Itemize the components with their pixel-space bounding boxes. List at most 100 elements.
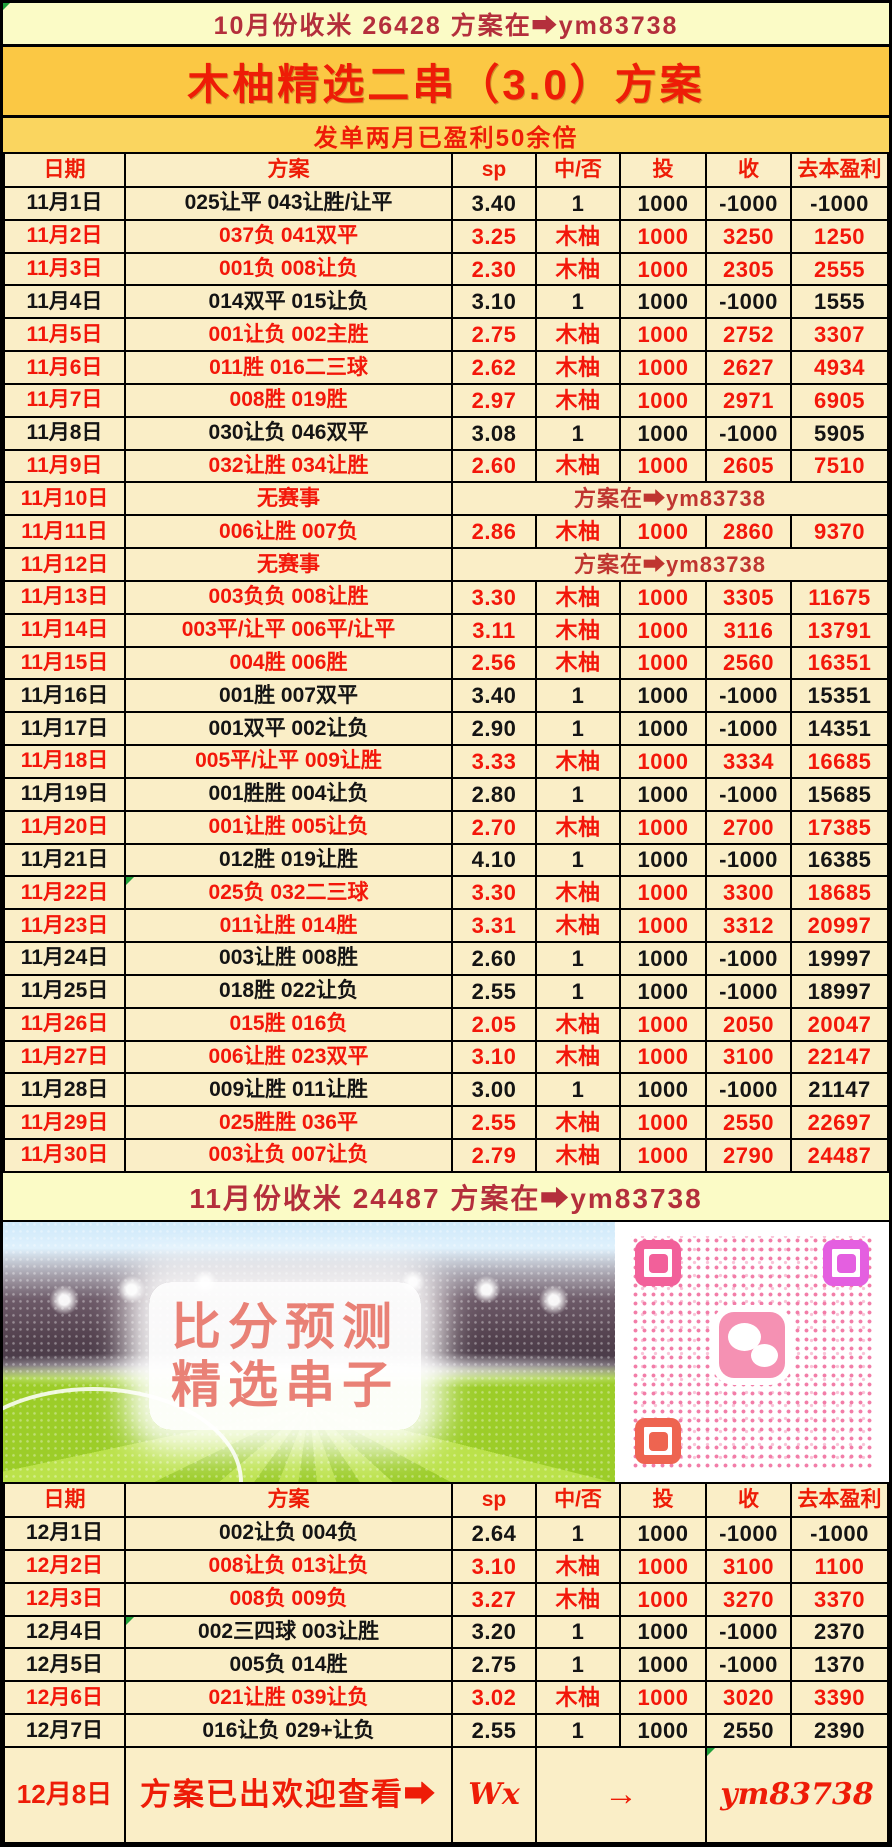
plan-cell: 015胜 016负 <box>124 1006 453 1042</box>
sp-cell: 2.79 <box>451 1138 537 1173</box>
sp-cell: 2.86 <box>451 514 537 550</box>
sp-cell: 2.30 <box>451 251 537 287</box>
stake-cell: 1000 <box>619 186 707 221</box>
hit-cell: 1 <box>535 1516 621 1551</box>
column-header-5: 收 <box>705 152 792 188</box>
column-header-0: 日期 <box>3 1482 126 1518</box>
table-row: 11月15日 004胜 006胜 2.56 木柚 1000 2560 16351 <box>3 645 889 681</box>
table-row: 11月30日 003让负 007让负 2.79 木柚 1000 2790 24487 <box>3 1138 889 1173</box>
table-row: 11月29日 025胜胜 036平 2.55 木柚 1000 2550 22697 <box>3 1105 889 1141</box>
plan-link-cell: 方案在➡ym83738 <box>451 481 889 517</box>
sp-cell: 3.11 <box>451 612 537 648</box>
plan-cell: 001负 008让负 <box>124 251 453 287</box>
plan-cell: 001让负 002主胜 <box>124 317 453 353</box>
profit-cell: 22697 <box>790 1105 889 1141</box>
table-row: 11月17日 001双平 002让负 2.90 1 1000 -1000 14351 <box>3 711 889 747</box>
table-row: 12月4日 002三四球 003让胜 3.20 1 1000 -1000 2370 <box>3 1614 889 1650</box>
table-header-row: 日期 方案 sp 中/否投收去本盈利 <box>3 152 889 188</box>
date-cell: 11月30日 <box>3 1138 126 1173</box>
sp-cell: 4.10 <box>451 842 537 878</box>
profit-subtitle: 发单两月已盈利50余倍 <box>313 124 579 152</box>
sp-cell: 2.70 <box>451 809 537 845</box>
table-row: 11月5日 001让负 002主胜 2.75 木柚 1000 2752 3307 <box>3 317 889 353</box>
hit-cell: 1 <box>535 1713 621 1748</box>
qr-finder-top-left <box>635 1240 681 1286</box>
sp-cell: 3.33 <box>451 744 537 779</box>
profit-cell: 20047 <box>790 1006 889 1042</box>
profit-cell: 19997 <box>790 941 889 976</box>
november-table-body: 11月1日 025让平 043让胜/让平 3.40 1 1000 -1000 -1000 11… <box>3 186 889 1173</box>
november-summary-text: 11月份收米 24487 方案在➡ym83738 <box>189 1182 703 1214</box>
sp-cell: 3.31 <box>451 908 537 944</box>
profit-cell: 1100 <box>790 1548 889 1584</box>
table-row: 11月6日 011胜 016二三球 2.62 木柚 1000 2627 4934 <box>3 350 889 385</box>
column-header-5: 收 <box>705 1482 792 1518</box>
hit-cell: 木柚 <box>535 1006 621 1042</box>
date-cell: 11月12日 <box>3 547 126 582</box>
hit-cell: 1 <box>535 941 621 976</box>
hit-cell: 木柚 <box>535 908 621 944</box>
sp-cell: 2.55 <box>451 973 537 1009</box>
profit-cell: 22147 <box>790 1039 889 1075</box>
plan-cell: 008胜 019胜 <box>124 382 453 418</box>
plan-cell: 005平/让平 009让胜 <box>124 744 453 779</box>
date-cell: 11月28日 <box>3 1072 126 1108</box>
hit-cell: 木柚 <box>535 317 621 353</box>
november-results-table: 日期 方案 sp 中/否投收去本盈利 11月1日 025让平 043让胜/让平 3.40 1… <box>3 152 889 1173</box>
table-row: 11月8日 030让负 046双平 3.08 1 1000 -1000 5905 <box>3 415 889 451</box>
hit-cell: 木柚 <box>535 448 621 484</box>
table-row: 11月25日 018胜 022让负 2.55 1 1000 -1000 18997 <box>3 973 889 1009</box>
table-row: 11月26日 015胜 016负 2.05 木柚 1000 2050 20047 <box>3 1006 889 1042</box>
hit-cell: 木柚 <box>535 809 621 845</box>
table-row: 12月7日 016让负 029+让负 2.55 1 1000 2550 2390 <box>3 1713 889 1748</box>
date-cell: 11月27日 <box>3 1039 126 1075</box>
sp-cell: 2.60 <box>451 941 537 976</box>
stake-cell: 1000 <box>619 875 707 911</box>
program-title-band: 木柚精选二串（3.0）方案 <box>3 47 889 118</box>
stake-cell: 1000 <box>619 678 707 714</box>
hit-cell: 木柚 <box>535 612 621 648</box>
date-cell: 11月14日 <box>3 612 126 648</box>
page-corner-flag <box>3 3 10 10</box>
profit-cell: 4934 <box>790 350 889 385</box>
hit-cell: 1 <box>535 284 621 320</box>
table-row: 11月20日 001让胜 005让负 2.70 木柚 1000 2700 17385 <box>3 809 889 845</box>
profit-cell: -1000 <box>790 186 889 221</box>
stake-cell: 1000 <box>619 973 707 1009</box>
hit-cell: 木柚 <box>535 1581 621 1617</box>
profit-cell: 1370 <box>790 1647 889 1683</box>
date-cell: 11月1日 <box>3 186 126 221</box>
sp-cell: 2.05 <box>451 1006 537 1042</box>
plan-cell: 001双平 002让负 <box>124 711 453 747</box>
return-cell: -1000 <box>705 186 792 221</box>
hit-cell: 木柚 <box>535 251 621 287</box>
return-cell: -1000 <box>705 711 792 747</box>
return-cell: -1000 <box>705 415 792 451</box>
date-cell: 11月4日 <box>3 284 126 320</box>
qr-panel <box>615 1222 889 1482</box>
plan-cell: 037负 041双平 <box>124 218 453 254</box>
column-header-2: sp <box>451 1482 537 1518</box>
table-row: 12月5日 005负 014胜 2.75 1 1000 -1000 1370 <box>3 1647 889 1683</box>
sp-cell: 2.60 <box>451 448 537 484</box>
sp-cell: 2.56 <box>451 645 537 681</box>
date-cell: 12月3日 <box>3 1581 126 1617</box>
stake-cell: 1000 <box>619 711 707 747</box>
october-summary-banner: 10月份收米 26428 方案在➡ym83738 <box>3 3 889 47</box>
hit-cell: 木柚 <box>535 875 621 911</box>
profit-cell: 21147 <box>790 1072 889 1108</box>
hit-cell: 1 <box>535 1647 621 1683</box>
return-cell: 2790 <box>705 1138 792 1173</box>
table-row: 11月14日 003平/让平 006平/让平 3.11 木柚 1000 3116 13791 <box>3 612 889 648</box>
return-cell: 2971 <box>705 382 792 418</box>
plan-cell: 009让胜 011让胜 <box>124 1072 453 1108</box>
return-cell: 3116 <box>705 612 792 648</box>
table-row: 11月2日 037负 041双平 3.25 木柚 1000 3250 1250 <box>3 218 889 254</box>
hit-cell: 木柚 <box>535 514 621 550</box>
table-row: 11月7日 008胜 019胜 2.97 木柚 1000 2971 6905 <box>3 382 889 418</box>
stake-cell: 1000 <box>619 744 707 779</box>
hit-cell: 1 <box>535 1614 621 1650</box>
column-header-6: 去本盈利 <box>790 152 889 188</box>
plan-cell: 003负负 008让胜 <box>124 579 453 615</box>
profit-cell: 18997 <box>790 973 889 1009</box>
